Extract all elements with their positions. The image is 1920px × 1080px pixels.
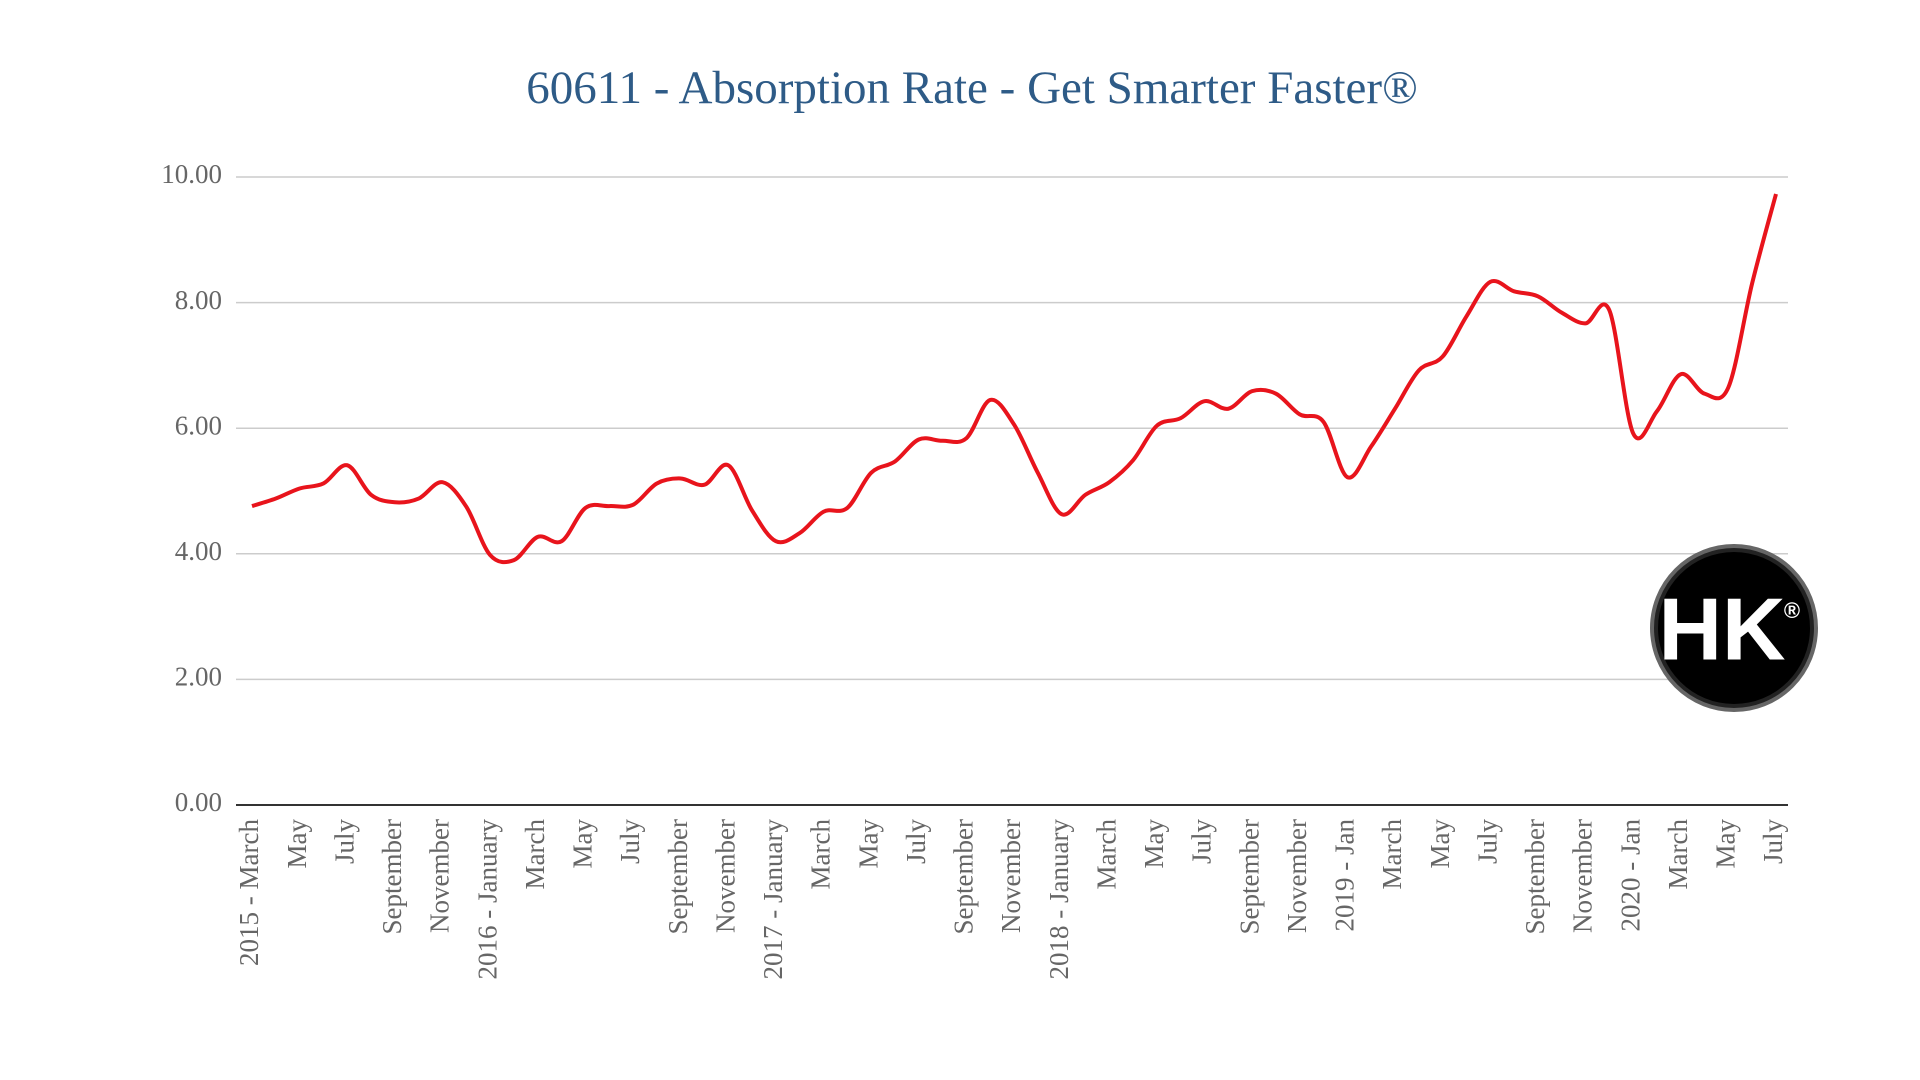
x-tick-label: May [1711, 819, 1741, 869]
x-tick-label: September [663, 819, 693, 934]
y-tick-label: 6.00 [175, 410, 222, 440]
x-tick-label: 2017 - January [758, 819, 788, 980]
x-tick-label: 2018 - January [1044, 819, 1074, 980]
x-tick-label: 2016 - January [472, 819, 502, 980]
line [251, 193, 1778, 565]
x-tick-label: May [1425, 819, 1455, 869]
x-tick-label: May [282, 819, 312, 869]
logo-mark: ® [1784, 598, 1800, 623]
y-tick-label: 0.00 [175, 787, 222, 817]
x-tick-label: November [996, 819, 1026, 933]
y-tick-label: 2.00 [175, 662, 222, 692]
x-tick-label: September [1520, 819, 1550, 934]
x-tick-label: July [329, 819, 359, 865]
x-tick-label: September [377, 819, 407, 934]
x-tick-label: 2015 - March [234, 819, 264, 966]
x-tick-label: September [949, 819, 979, 934]
x-tick-label: May [568, 819, 598, 869]
x-tick-label: 2019 - Jan [1330, 819, 1360, 932]
x-tick-label: May [853, 819, 883, 869]
x-tick-label: July [901, 819, 931, 865]
x-tick-label: November [710, 819, 740, 933]
logo-inner [1658, 552, 1810, 704]
x-tick-label: March [806, 819, 836, 890]
x-tick-label: November [1568, 819, 1598, 933]
logo: HK ® [1650, 544, 1818, 712]
chart-title: 60611 - Absorption Rate - Get Smarter Fa… [526, 62, 1418, 114]
x-tick-label: July [1472, 819, 1502, 865]
x-tick-label: May [1139, 819, 1169, 869]
y-tick-label: 10.00 [161, 159, 222, 189]
x-tick-label: September [1234, 819, 1264, 934]
logo-text: HK [1658, 579, 1785, 678]
x-tick-label: March [1663, 819, 1693, 890]
x-tick-label: November [425, 819, 455, 933]
x-tick-label: July [615, 819, 645, 865]
y-tick-label: 4.00 [175, 536, 222, 566]
x-tick-label: November [1282, 819, 1312, 933]
y-tick-label: 8.00 [175, 285, 222, 315]
x-tick-label: March [1377, 819, 1407, 890]
x-tick-label: March [520, 819, 550, 890]
x-tick-label: July [1758, 819, 1788, 865]
x-tick-label: March [1091, 819, 1121, 890]
x-tick-label: 2020 - Jan [1615, 819, 1645, 932]
x-tick-label: July [1187, 819, 1217, 865]
